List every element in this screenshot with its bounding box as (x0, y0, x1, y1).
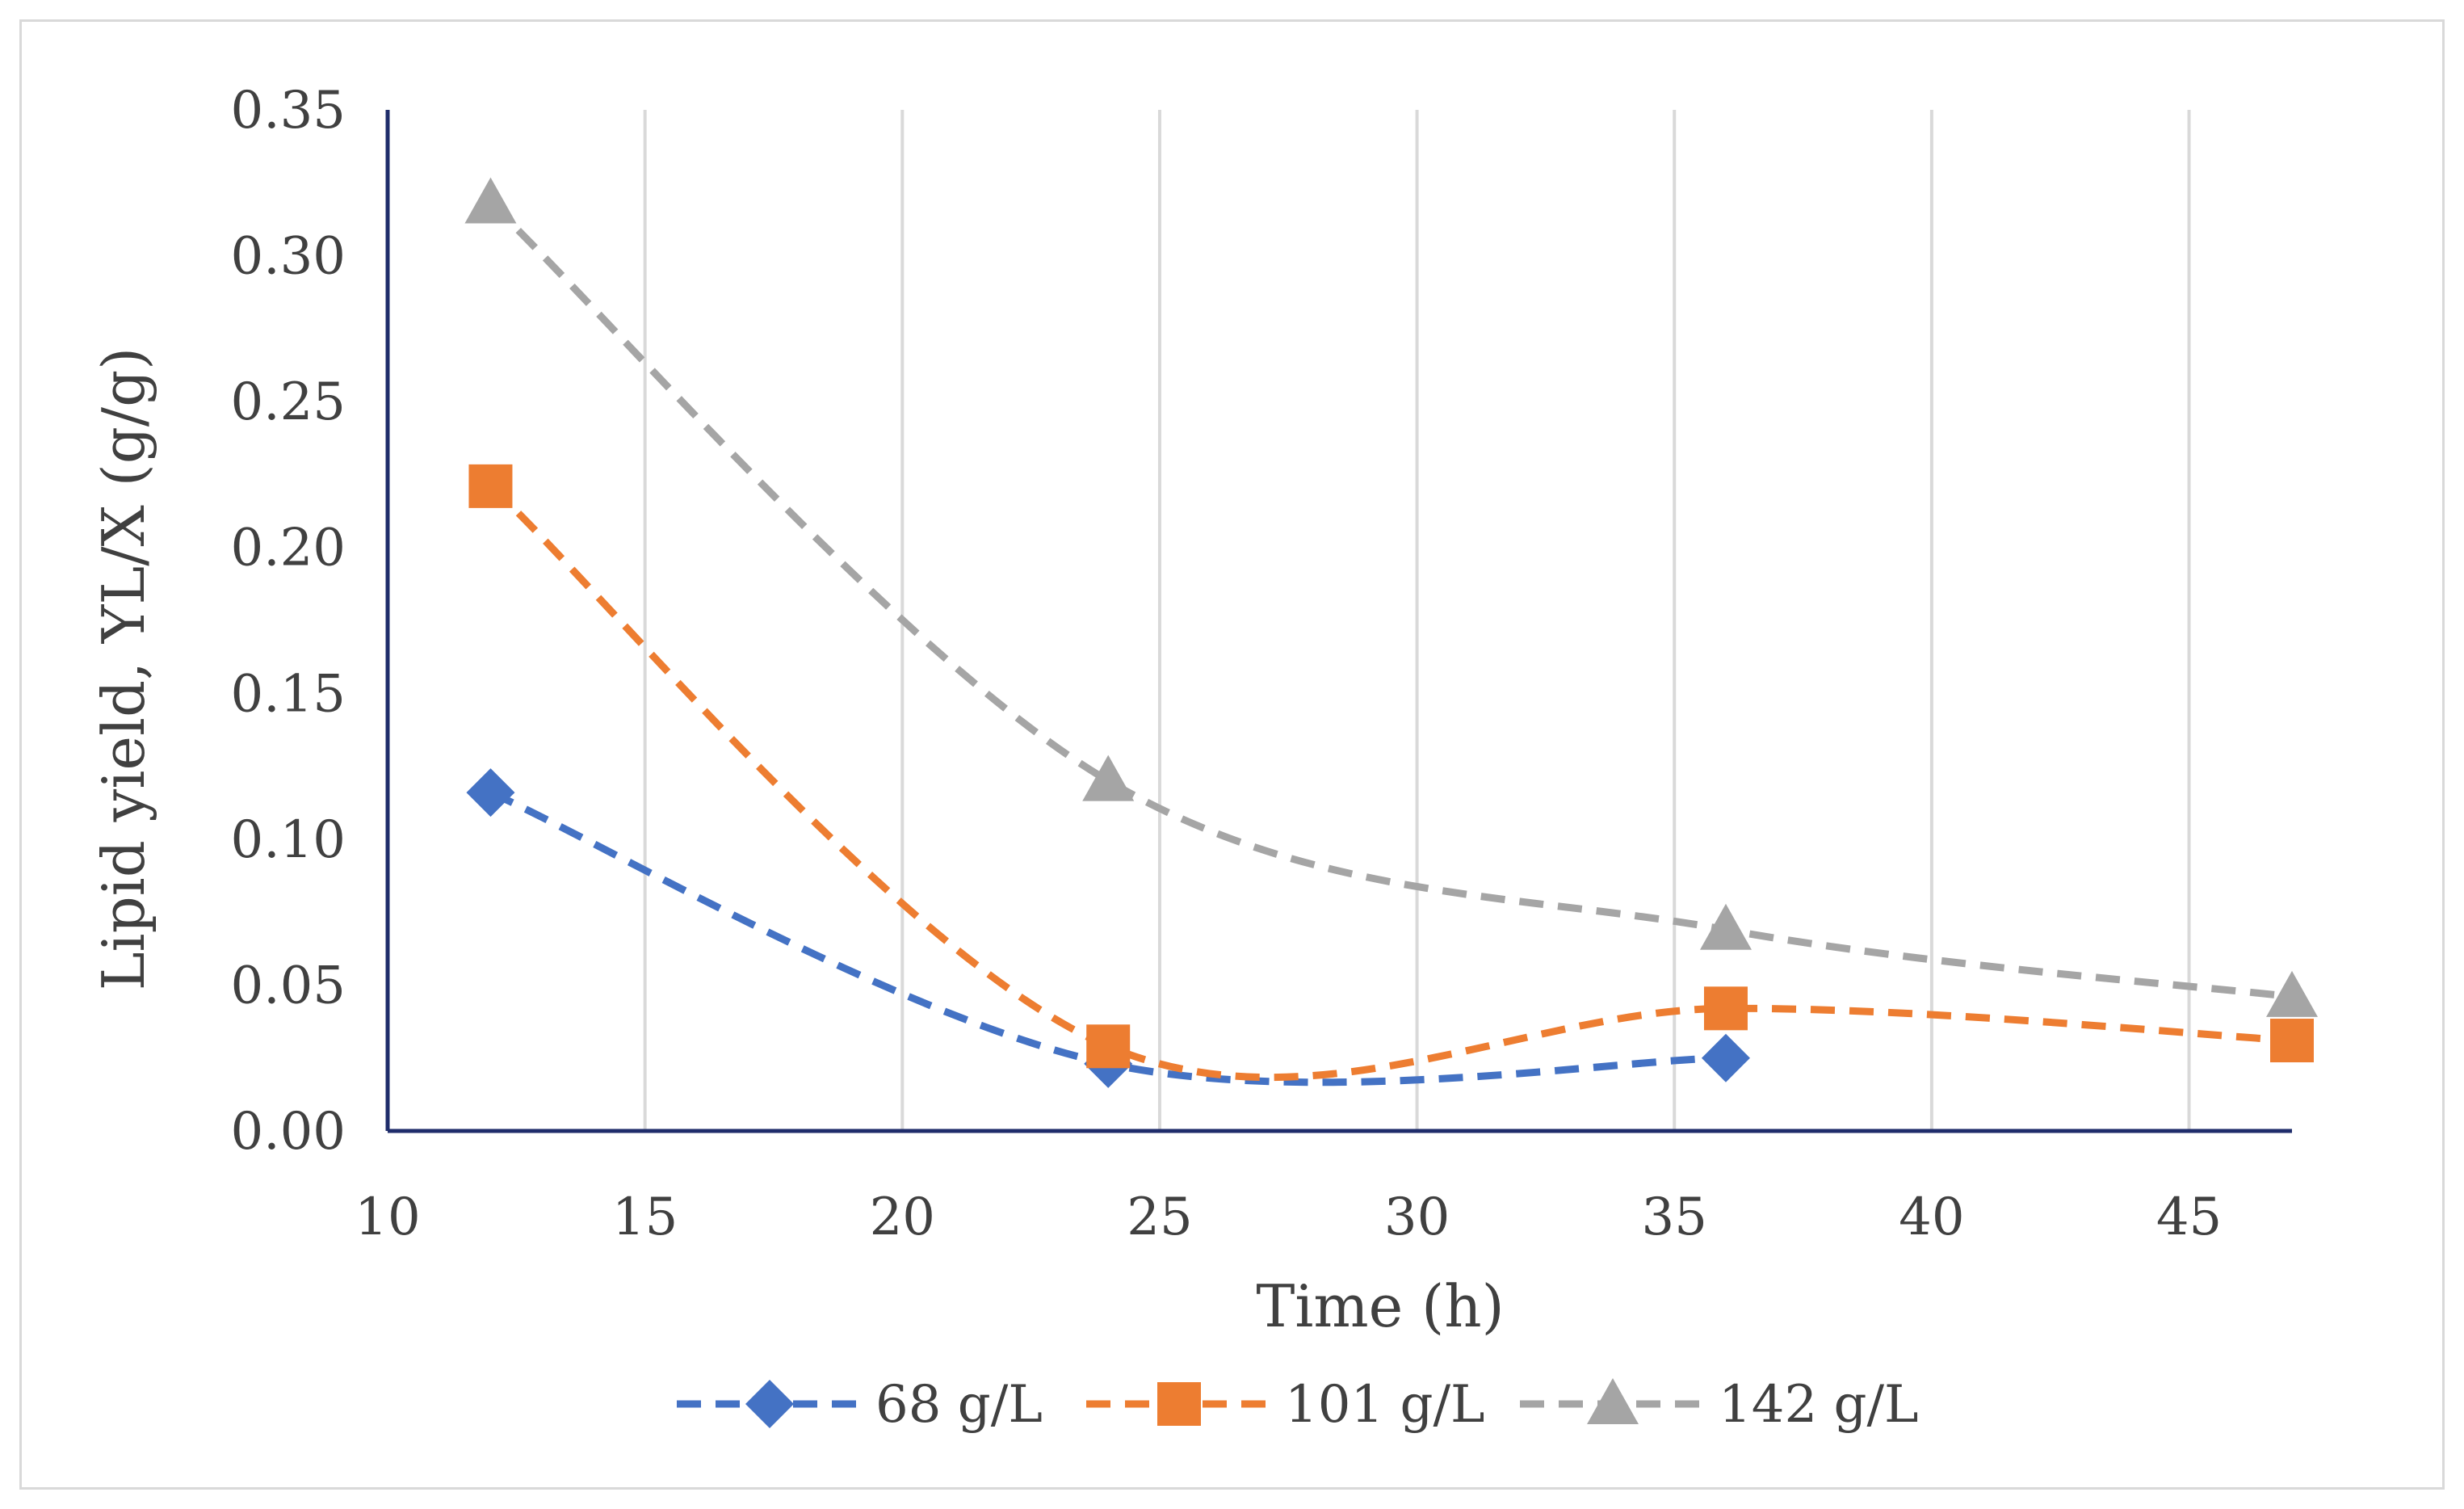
data-point-142-g-l (1082, 754, 1135, 801)
x-axis-title: Time (h) (1256, 1272, 1504, 1340)
y-tick-label: 0.00 (231, 1102, 346, 1162)
data-point-142-g-l (2266, 970, 2318, 1017)
legend: 68 g/L 101 g/L 142 g/L (677, 1375, 1919, 1435)
y-tick-label: 0.25 (231, 372, 346, 432)
legend-label-68-g-l: 68 g/L (875, 1375, 1043, 1435)
legend-label-101-g-l: 101 g/L (1285, 1375, 1485, 1435)
y-tick-label: 0.30 (231, 227, 346, 287)
y-tick-label: 0.15 (231, 664, 346, 724)
y-axis-title: Lipid yield, YL/X (g/g) (90, 347, 157, 991)
legend-marker-68-g-l (745, 1380, 794, 1428)
series-line-101-g-l (488, 483, 2293, 1081)
x-tick-label: 10 (355, 1187, 420, 1247)
data-point-101-g-l (2270, 1019, 2314, 1063)
legend-marker-101-g-l (1157, 1382, 1201, 1426)
legend-marker-142-g-l (1587, 1378, 1639, 1424)
axes (385, 110, 2292, 1133)
x-tick-label: 30 (1384, 1187, 1450, 1247)
x-tick-labels: 10 15 20 25 30 35 40 45 (355, 1187, 2222, 1247)
series-markers (464, 177, 2318, 1088)
y-tick-label: 0.10 (231, 810, 346, 870)
legend-label-142-g-l: 142 g/L (1719, 1375, 1919, 1435)
x-tick-label: 20 (870, 1187, 935, 1247)
y-tick-label: 0.05 (231, 956, 346, 1015)
data-point-68-g-l (466, 768, 515, 818)
series-lines (488, 200, 2293, 1087)
x-tick-label: 35 (1642, 1187, 1707, 1247)
y-tick-label: 0.35 (231, 81, 346, 141)
data-point-142-g-l (464, 177, 517, 224)
x-tick-label: 15 (612, 1187, 678, 1247)
data-point-142-g-l (1699, 903, 1752, 950)
data-point-101-g-l (1703, 986, 1748, 1031)
series-line-142-g-l (488, 200, 2293, 1001)
data-point-101-g-l (1086, 1024, 1131, 1069)
chart-frame (19, 19, 2445, 1490)
x-tick-label: 25 (1127, 1187, 1192, 1247)
y-tick-label: 0.20 (231, 519, 346, 578)
x-tick-label: 45 (2156, 1187, 2222, 1247)
grid-lines (643, 110, 2191, 1131)
data-point-101-g-l (468, 464, 513, 508)
data-point-68-g-l (1701, 1033, 1750, 1082)
x-tick-label: 40 (1899, 1187, 1964, 1247)
y-tick-labels: 0.00 0.05 0.10 0.15 0.20 0.25 0.30 0.35 (231, 81, 346, 1162)
